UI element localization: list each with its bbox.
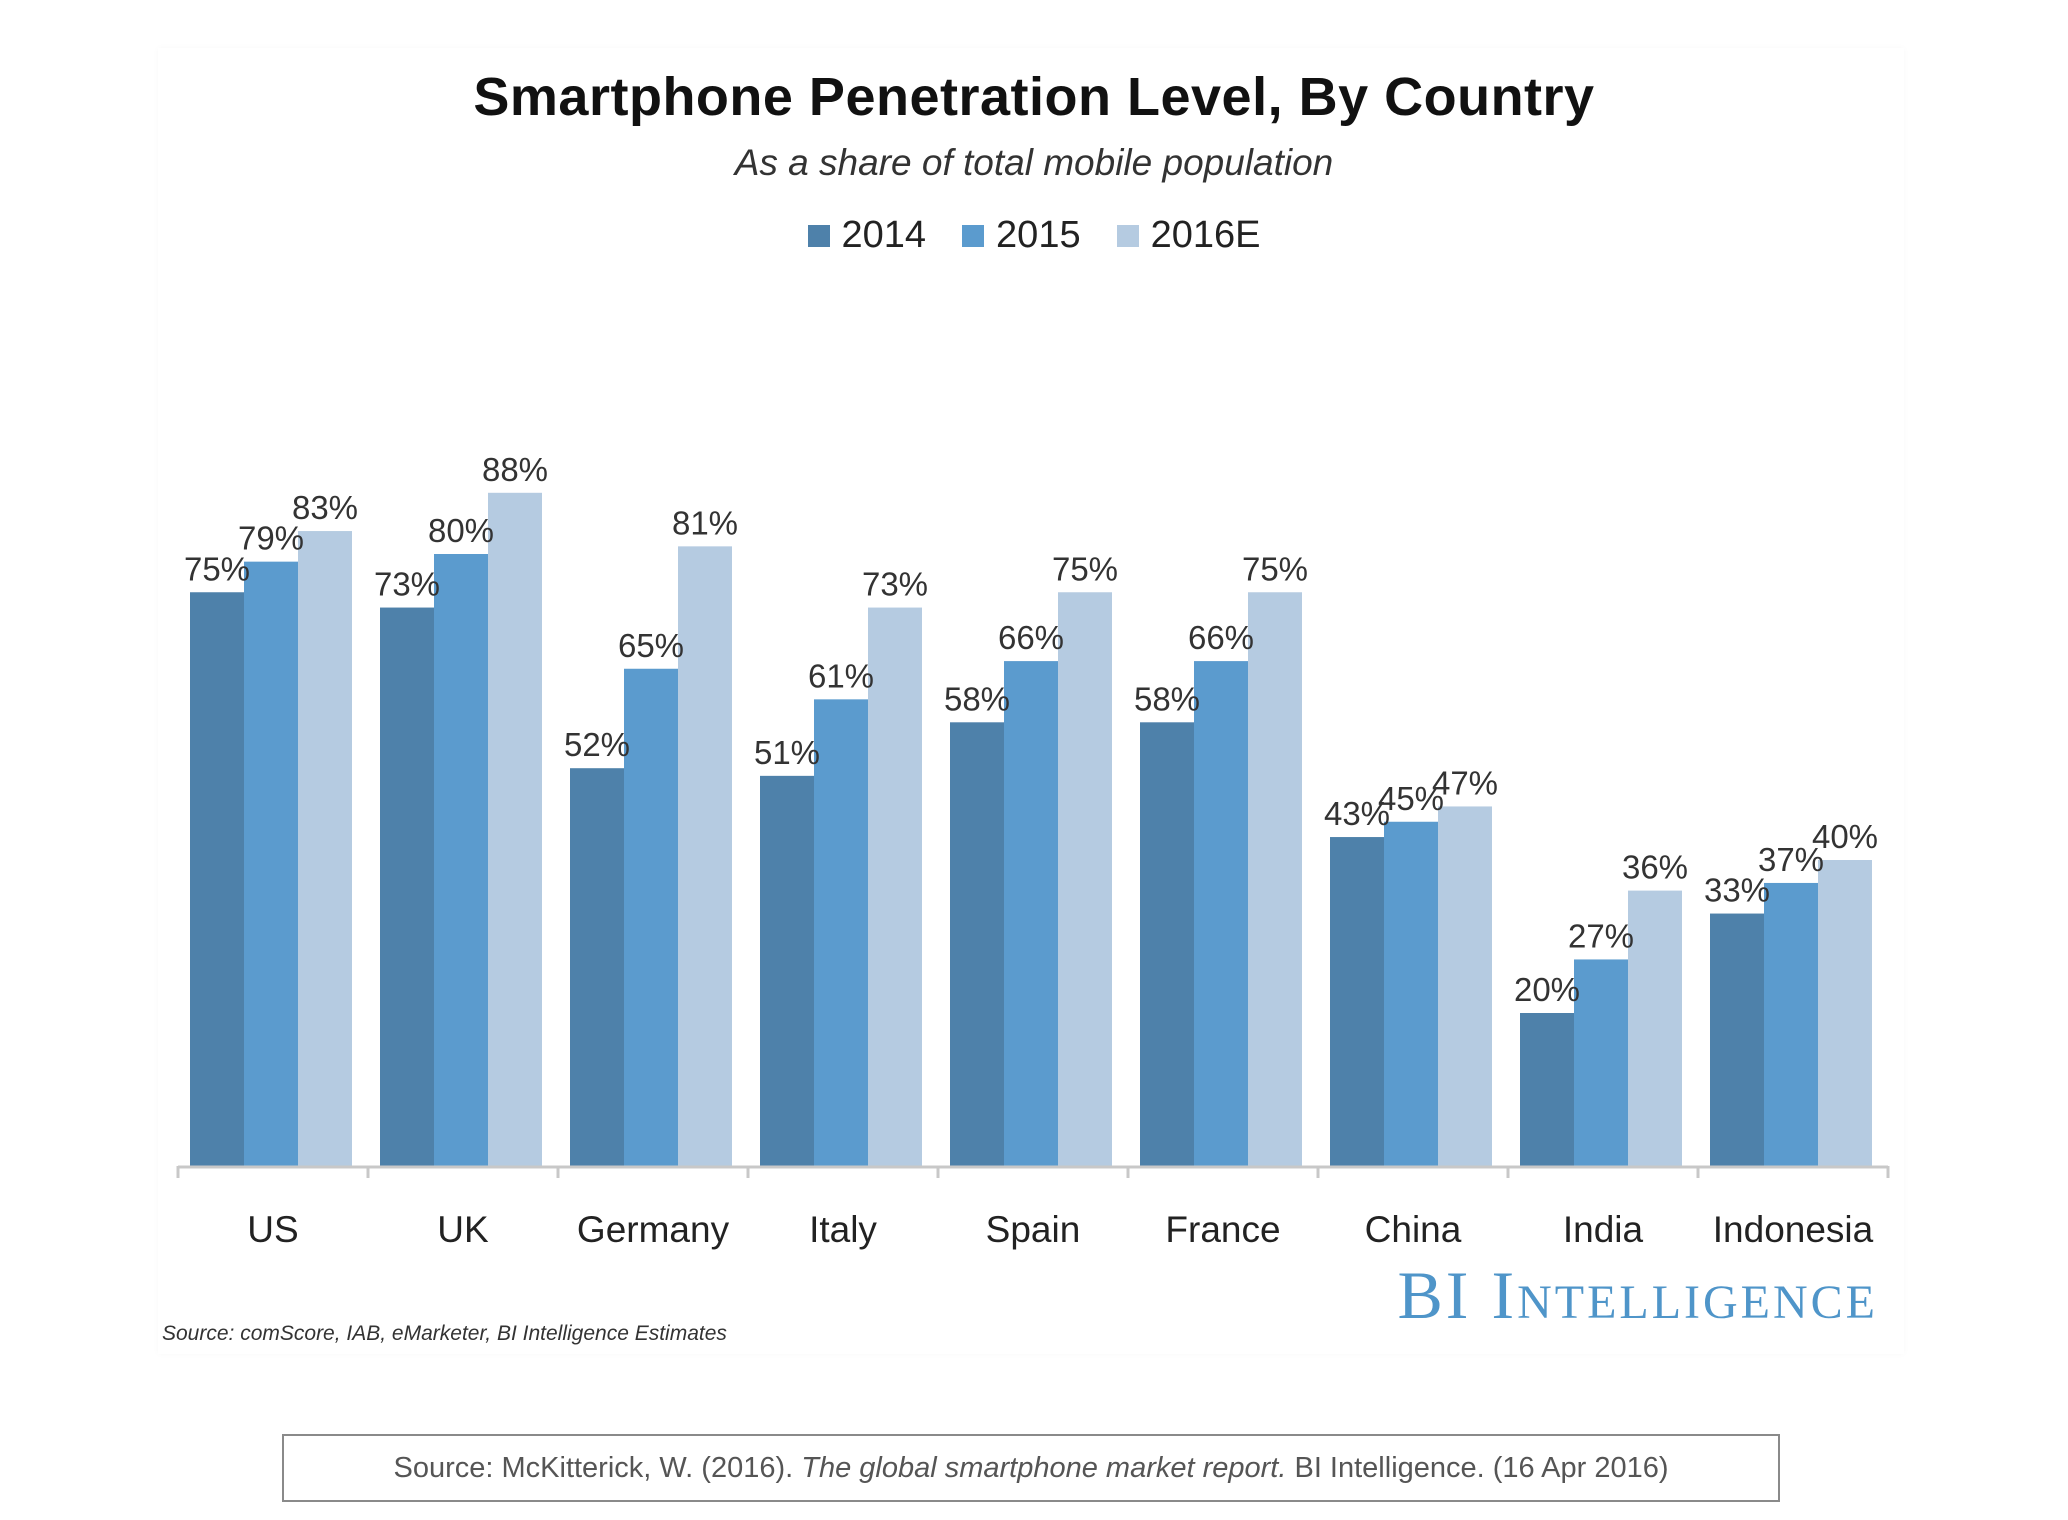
x-tick-label-us: US [247, 1209, 298, 1250]
data-label-china-2014: 43% [1324, 795, 1390, 832]
bar-china-2016e [1438, 806, 1492, 1166]
legend-label-2014: 2014 [841, 214, 927, 256]
data-label-italy-2014: 51% [754, 734, 820, 771]
legend-label-2015: 2015 [996, 214, 1081, 256]
data-label-uk-2015: 80% [428, 512, 494, 549]
bar-china-2015 [1384, 821, 1438, 1166]
bar-indonesia-2015 [1764, 882, 1818, 1166]
x-tick-label-india: India [1563, 1209, 1644, 1250]
data-label-india-2015: 27% [1568, 917, 1634, 954]
data-label-france-2014: 58% [1134, 680, 1200, 717]
bar-italy-2014 [760, 775, 814, 1166]
data-label-india-2014: 20% [1514, 971, 1580, 1008]
citation-prefix: Source: McKitterick, W. (2016). [393, 1451, 802, 1484]
citation-suffix: BI Intelligence. (16 Apr 2016) [1286, 1451, 1669, 1484]
chart-subtitle: As a share of total mobile population [734, 142, 1334, 183]
data-label-france-2015: 66% [1188, 619, 1254, 656]
bar-us-2014 [190, 592, 244, 1166]
data-label-us-2014: 75% [184, 550, 250, 587]
bar-france-2016e [1248, 592, 1302, 1166]
data-label-china-2016e: 47% [1432, 764, 1498, 801]
bar-spain-2016e [1058, 592, 1112, 1166]
data-label-indonesia-2014: 33% [1704, 872, 1770, 909]
bar-china-2014 [1330, 837, 1384, 1166]
x-tick-label-italy: Italy [809, 1209, 877, 1250]
legend-swatch-2014 [807, 224, 830, 247]
data-label-uk-2016e: 88% [482, 451, 548, 488]
bar-uk-2014 [380, 607, 434, 1166]
citation-box: Source: McKitterick, W. (2016). The glob… [282, 1434, 1780, 1502]
data-label-us-2016e: 83% [292, 489, 358, 526]
bar-germany-2016e [678, 546, 732, 1166]
bar-italy-2016e [868, 607, 922, 1166]
data-label-china-2015: 45% [1378, 780, 1444, 817]
bi-intelligence-logo: BI Intelligence [1397, 1257, 1878, 1333]
bar-indonesia-2016e [1818, 860, 1872, 1166]
legend-swatch-2016e [1116, 224, 1139, 247]
citation-title: The global smartphone market report. [801, 1451, 1287, 1484]
bar-spain-2015 [1004, 661, 1058, 1166]
data-label-us-2015: 79% [238, 520, 304, 557]
data-label-indonesia-2016e: 40% [1812, 818, 1878, 855]
data-label-germany-2014: 52% [564, 726, 630, 763]
bar-indonesia-2014 [1710, 913, 1764, 1166]
x-tick-label-indonesia: Indonesia [1713, 1209, 1874, 1250]
bar-india-2014 [1520, 1013, 1574, 1166]
x-tick-label-germany: Germany [577, 1209, 730, 1250]
bar-india-2016e [1628, 890, 1682, 1166]
bar-uk-2015 [434, 554, 488, 1166]
x-tick-label-uk: UK [437, 1209, 489, 1250]
data-label-indonesia-2015: 37% [1758, 841, 1824, 878]
bar-france-2015 [1194, 661, 1248, 1166]
bar-spain-2014 [950, 722, 1004, 1166]
legend-label-2016e: 2016E [1150, 214, 1261, 256]
bar-us-2016e [298, 531, 352, 1166]
data-label-spain-2016e: 75% [1052, 550, 1118, 587]
bar-france-2014 [1140, 722, 1194, 1166]
legend-item-2014: 2014 [807, 214, 927, 257]
x-tick-label-china: China [1365, 1209, 1462, 1250]
legend-swatch-2015 [962, 224, 985, 247]
bar-uk-2016e [488, 492, 542, 1166]
chart-title: Smartphone Penetration Level, By Country [473, 67, 1595, 127]
data-label-germany-2015: 65% [618, 627, 684, 664]
bar-us-2015 [244, 561, 298, 1166]
bar-india-2015 [1574, 959, 1628, 1166]
data-label-uk-2014: 73% [374, 566, 440, 603]
x-tick-label-france: France [1165, 1209, 1280, 1250]
bar-germany-2015 [624, 668, 678, 1166]
chart-source-note: Source: comScore, IAB, eMarketer, BI Int… [162, 1322, 727, 1345]
data-label-india-2016e: 36% [1622, 849, 1688, 886]
data-label-italy-2016e: 73% [862, 566, 928, 603]
data-label-spain-2014: 58% [944, 680, 1010, 717]
legend: 2014 2015 2016E [0, 214, 2068, 257]
x-tick-label-spain: Spain [986, 1209, 1081, 1250]
bar-germany-2014 [570, 768, 624, 1166]
data-label-spain-2015: 66% [998, 619, 1064, 656]
legend-item-2015: 2015 [962, 214, 1081, 257]
data-label-france-2016e: 75% [1242, 550, 1308, 587]
data-label-italy-2015: 61% [808, 657, 874, 694]
bar-italy-2015 [814, 699, 868, 1166]
legend-item-2016e: 2016E [1116, 214, 1261, 257]
data-label-germany-2016e: 81% [672, 504, 738, 541]
